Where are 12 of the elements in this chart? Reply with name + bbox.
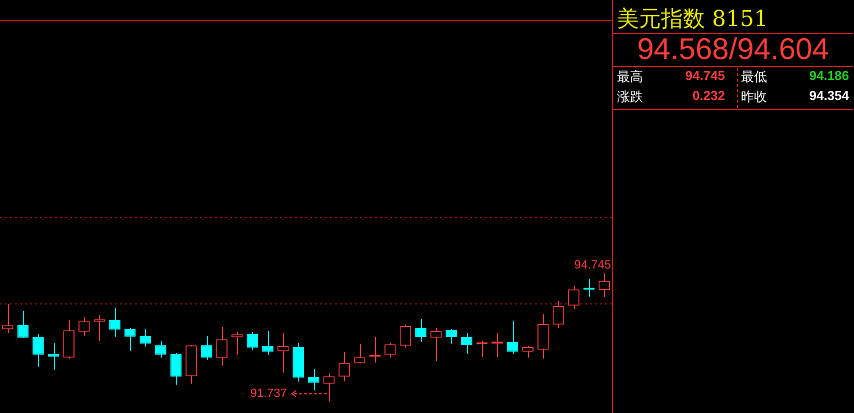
text: 94.745 [574,258,612,272]
text: 0.232 [691,88,725,103]
annotation: 91.737 [250,386,288,400]
text: 94.186 [808,68,849,83]
text: 涨跌 [617,88,643,106]
text: 最低 [741,68,767,86]
text: 94.568/94.604 [613,33,853,67]
text: 94.354 [808,88,849,103]
text: 94.745 [684,68,725,83]
text: 最高 [617,68,643,86]
text: 昨收 [741,88,767,106]
text: 美元指数 8151 [617,7,768,32]
